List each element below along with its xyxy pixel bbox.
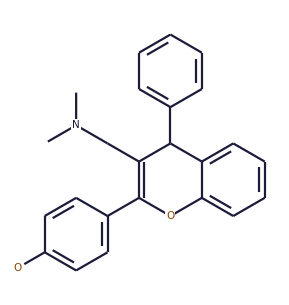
- Text: O: O: [13, 263, 21, 273]
- Text: O: O: [166, 211, 175, 221]
- Text: N: N: [72, 120, 80, 130]
